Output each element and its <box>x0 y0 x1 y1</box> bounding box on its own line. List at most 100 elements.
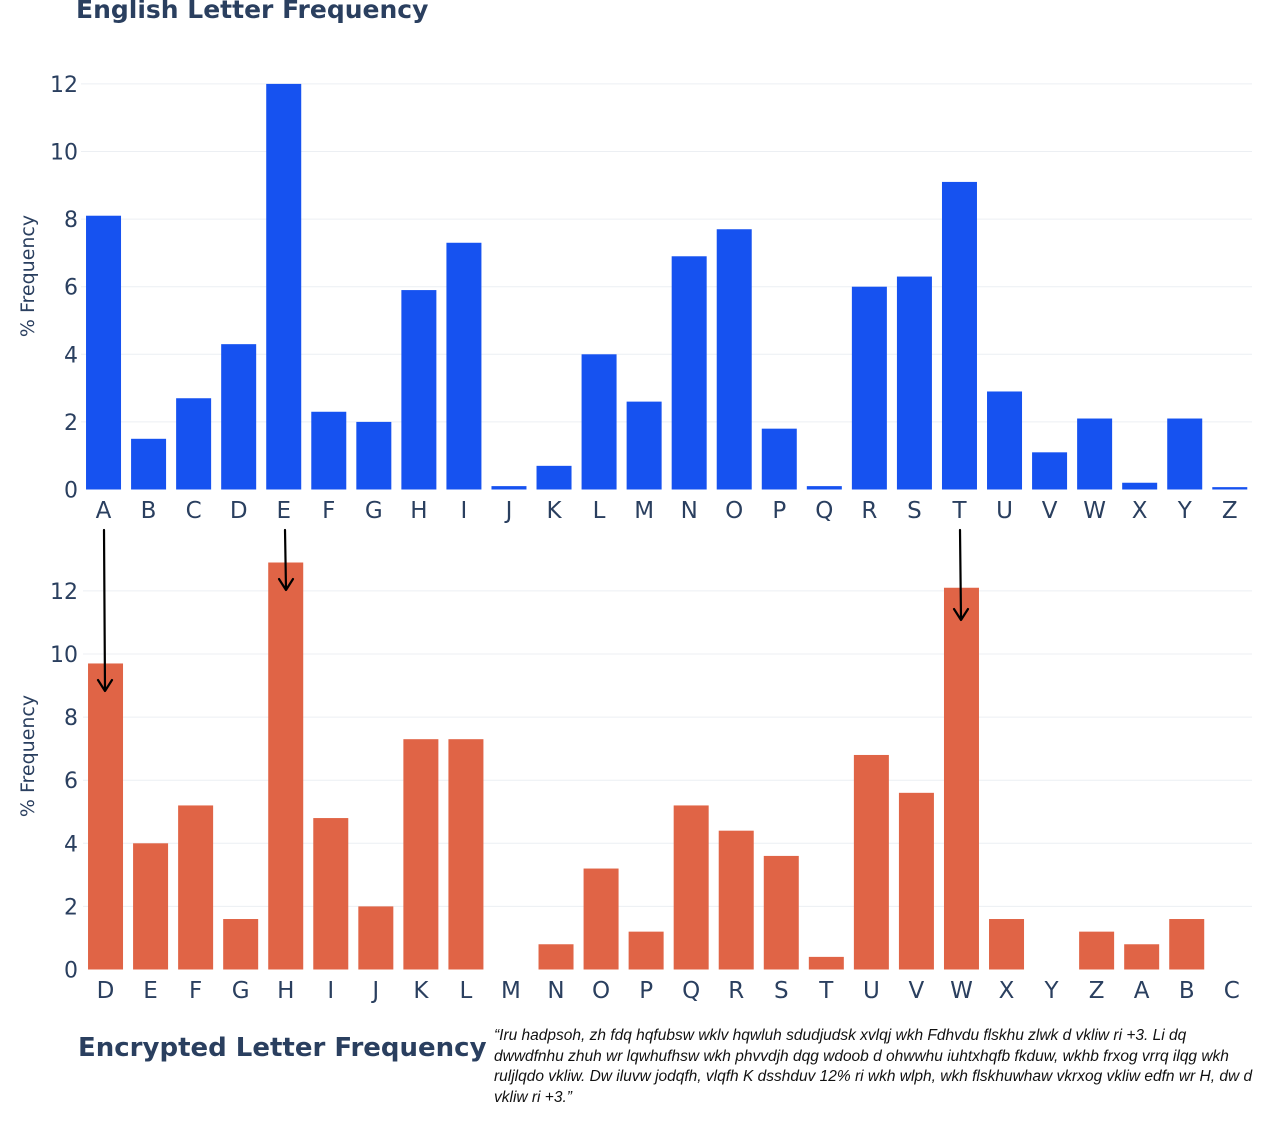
encrypted-bar-V <box>898 792 934 970</box>
english-x-tick-label: P <box>772 498 786 524</box>
encrypted-x-tick-label: B <box>1179 978 1195 1004</box>
encrypted-chart-title: Encrypted Letter Frequency <box>78 1033 487 1063</box>
encrypted-bar-I <box>313 818 349 970</box>
encrypted-x-tick-label: L <box>460 978 473 1004</box>
english-bar-P <box>761 428 797 490</box>
down-arrow-icon <box>277 528 295 592</box>
encrypted-x-tick-label: P <box>639 978 653 1004</box>
english-bar-V <box>1032 452 1068 490</box>
english-y-tick-label: 0 <box>64 479 78 504</box>
encrypted-x-tick-label: F <box>189 978 202 1004</box>
encrypted-x-tick-label: Y <box>1044 978 1060 1004</box>
english-x-tick-label: W <box>1083 498 1106 524</box>
english-bar-O <box>716 229 752 490</box>
encrypted-x-tick-label: I <box>327 978 334 1004</box>
encrypted-x-tick-label: R <box>728 978 744 1004</box>
english-bar-D <box>221 344 257 490</box>
english-bar-X <box>1122 482 1158 490</box>
encrypted-x-tick-label: E <box>143 978 158 1004</box>
encrypted-x-tick-label: A <box>1134 978 1150 1004</box>
encrypted-x-tick-label: C <box>1224 978 1240 1004</box>
encrypted-y-tick-label: 10 <box>50 643 78 668</box>
encrypted-bar-L <box>448 739 484 970</box>
english-bar-I <box>446 242 482 490</box>
english-x-tick-label: J <box>504 498 513 524</box>
english-y-axis-label: % Frequency <box>17 215 39 337</box>
english-y-tick-label: 8 <box>64 208 78 233</box>
english-x-tick-label: U <box>996 498 1013 524</box>
english-bar-Z <box>1212 487 1248 490</box>
encrypted-bar-N <box>538 944 574 970</box>
encrypted-bar-B <box>1169 919 1205 970</box>
english-chart-title: English Letter Frequency <box>76 0 428 24</box>
english-x-tick-label: D <box>230 498 248 524</box>
english-x-tick-label: G <box>365 498 383 524</box>
english-bar-E <box>266 83 302 490</box>
english-y-tick-label: 2 <box>64 411 78 436</box>
encrypted-bar-Z <box>1079 931 1115 970</box>
mapping-arrows <box>96 528 970 693</box>
encrypted-x-tick-label: J <box>370 978 379 1004</box>
encrypted-x-tick-label: Z <box>1089 978 1105 1004</box>
encrypted-bar-E <box>133 843 169 970</box>
english-bar-K <box>536 465 572 490</box>
encrypted-x-tick-label: G <box>232 978 250 1004</box>
english-x-tick-label: Y <box>1177 498 1193 524</box>
down-arrow-icon <box>96 528 114 693</box>
encrypted-x-tick-label: D <box>97 978 115 1004</box>
english-bar-Y <box>1167 418 1203 490</box>
encrypted-x-tick-label: O <box>592 978 610 1004</box>
encrypted-y-tick-label: 4 <box>64 832 78 857</box>
english-bar-L <box>581 354 617 490</box>
encrypted-bar-O <box>583 868 619 970</box>
encrypted-y-tick-label: 6 <box>64 769 78 794</box>
down-arrow-icon <box>952 528 970 622</box>
encrypted-x-tick-label: S <box>774 978 789 1004</box>
english-x-tick-label: S <box>907 498 922 524</box>
encrypted-bar-W <box>943 587 979 970</box>
english-x-tick-label: Z <box>1222 498 1238 524</box>
english-bar-G <box>356 421 392 490</box>
english-x-tick-label: N <box>681 498 698 524</box>
english-y-tick-label: 10 <box>50 141 78 166</box>
encrypted-x-tick-label: N <box>547 978 564 1004</box>
english-bar-J <box>491 486 527 490</box>
english-x-tick-label: T <box>951 498 967 524</box>
english-x-tick-label: X <box>1132 498 1148 524</box>
english-bar-H <box>401 290 437 490</box>
english-bar-W <box>1077 418 1113 490</box>
encrypted-x-tick-label: U <box>863 978 880 1004</box>
english-bar-Q <box>806 486 842 490</box>
encrypted-bar-D <box>88 663 124 970</box>
encrypted-bar-T <box>808 956 844 970</box>
english-x-tick-label: R <box>861 498 877 524</box>
english-y-tick-label: 12 <box>50 73 78 98</box>
encrypted-x-tick-label: H <box>277 978 294 1004</box>
encrypted-y-tick-label: 12 <box>50 580 78 605</box>
encrypted-y-tick-label: 0 <box>64 959 78 984</box>
encrypted-x-tick-label: Q <box>682 978 700 1004</box>
english-y-tick-label: 4 <box>64 343 78 368</box>
english-x-tick-label: V <box>1042 498 1058 524</box>
english-frequency-chart: English Letter Frequency % Frequency A B C… <box>17 0 1252 524</box>
encrypted-bar-G <box>223 919 259 970</box>
encrypted-bar-P <box>628 931 664 970</box>
english-bar-T <box>941 181 977 490</box>
encrypted-bar-X <box>989 919 1025 970</box>
encrypted-x-tick-label: K <box>413 978 429 1004</box>
english-x-tick-label: Q <box>815 498 833 524</box>
english-x-tick-label: B <box>141 498 157 524</box>
encrypted-bar-J <box>358 906 394 970</box>
english-bar-S <box>896 276 932 490</box>
encrypted-y-tick-label: 2 <box>64 895 78 920</box>
english-bar-C <box>176 398 212 490</box>
encrypted-x-tick-label: X <box>999 978 1015 1004</box>
english-bar-N <box>671 256 707 490</box>
english-bar-M <box>626 401 662 490</box>
cipher-caption: “Iru hadpsoh, zh fdq hqfubsw wklv hqwluh… <box>494 1027 1253 1106</box>
english-bar-U <box>987 391 1023 490</box>
encrypted-y-axis-label: % Frequency <box>17 695 39 817</box>
encrypted-x-tick-label: T <box>818 978 834 1004</box>
